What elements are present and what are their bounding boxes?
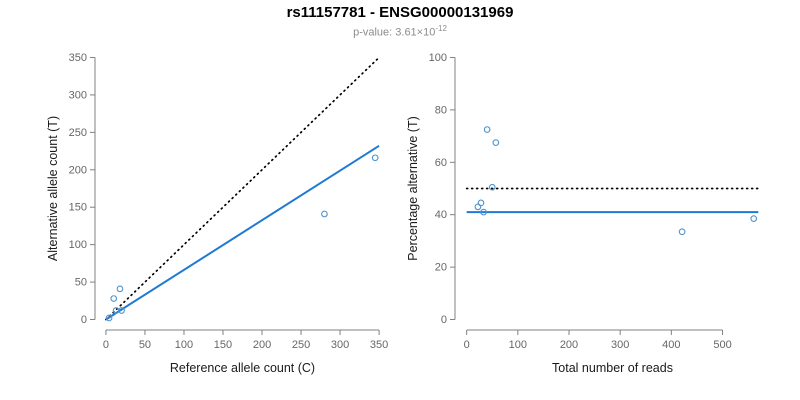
identity-dotted-line (105, 56, 380, 321)
y-tick-label: 20 (435, 262, 447, 274)
data-point (483, 126, 491, 133)
x-tick-label: 100 (175, 339, 193, 351)
y-tick-label: 200 (69, 164, 87, 176)
y-tick-label: 0 (441, 314, 447, 326)
y-tick-label: 250 (69, 127, 87, 139)
x-tick-label: 200 (560, 339, 578, 351)
y-axis-title: Percentage alternative (T) (406, 116, 420, 261)
regression-line (105, 144, 380, 321)
y-tick-label: 100 (429, 52, 447, 64)
data-point (750, 215, 758, 222)
pvalue-exponent: -12 (435, 24, 447, 33)
data-point (488, 183, 496, 191)
data-point (492, 139, 500, 146)
x-tick-label: 300 (331, 339, 349, 351)
y-tick-label: 60 (435, 157, 447, 169)
data-point (116, 285, 124, 293)
y-tick-label: 80 (435, 104, 447, 116)
y-tick-label: 40 (435, 209, 447, 221)
pvalue-text: p-value: 3.61×10 (353, 26, 436, 39)
left-scatter-plot: 0 50 100 150 200 250 300 350 0 50 100 150 200 250 300 3… (46, 52, 388, 375)
data-point (678, 228, 686, 236)
x-tick-label: 200 (253, 339, 271, 351)
y-tick-label: 350 (69, 52, 87, 64)
plot-subtitle: p-value: 3.61×10-12 (0, 22, 800, 40)
right-scatter-plot: 0 100 200 300 400 500 0 20 40 60 80 100 Total number… (406, 52, 760, 375)
x-tick-label: 0 (103, 339, 109, 351)
data-point (371, 154, 379, 162)
y-tick-label: 300 (69, 89, 87, 101)
data-point (110, 295, 118, 302)
x-tick-label: 500 (713, 339, 731, 351)
x-axis-title: Reference allele count (C) (170, 361, 315, 375)
y-axis-title: Alternative allele count (T) (46, 116, 60, 261)
y-tick-label: 50 (75, 277, 87, 289)
data-point (118, 307, 125, 314)
plot-header: rs11157781 - ENSG00000131969 p-value: 3.… (0, 4, 800, 40)
y-tick-label: 0 (81, 314, 87, 326)
data-point (480, 208, 487, 216)
y-tick-label: 100 (69, 239, 87, 251)
x-tick-label: 350 (370, 339, 388, 351)
x-tick-label: 300 (611, 339, 629, 351)
x-axis-title: Total number of reads (552, 361, 673, 375)
data-point (477, 199, 485, 207)
x-tick-label: 400 (662, 339, 680, 351)
x-tick-label: 100 (509, 339, 527, 351)
data-point (105, 314, 113, 322)
x-tick-label: 250 (292, 339, 310, 351)
y-tick-label: 150 (69, 202, 87, 214)
x-tick-label: 0 (464, 339, 470, 351)
data-point (321, 210, 328, 218)
plot-title: rs11157781 - ENSG00000131969 (286, 4, 514, 21)
x-tick-label: 150 (214, 339, 232, 351)
x-tick-label: 50 (139, 339, 151, 351)
